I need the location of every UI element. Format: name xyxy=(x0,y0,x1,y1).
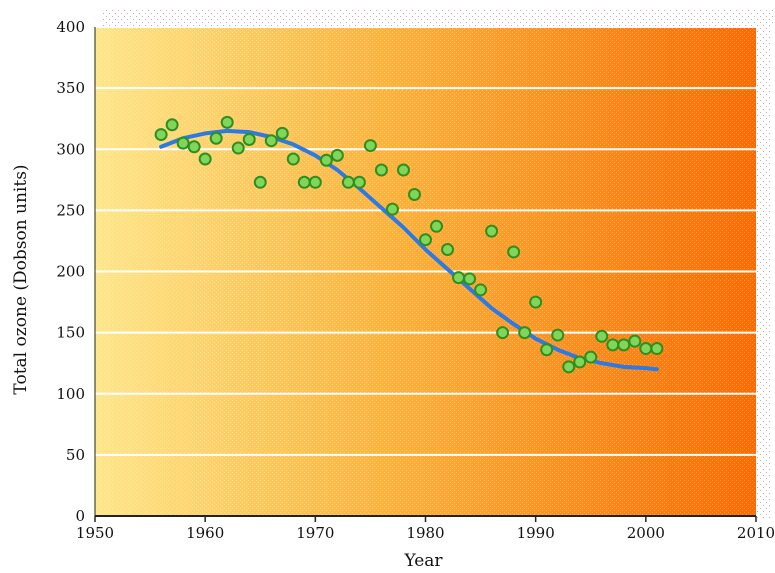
y-tick-label: 200 xyxy=(56,263,85,281)
data-point xyxy=(496,326,510,340)
data-point xyxy=(275,126,289,140)
data-point xyxy=(562,360,576,374)
data-point xyxy=(231,141,245,155)
gridlines xyxy=(95,26,756,456)
frame-right-edge xyxy=(756,10,772,518)
data-point xyxy=(639,342,653,356)
data-point xyxy=(628,334,642,348)
frame-top-edge xyxy=(103,10,773,27)
data-point xyxy=(352,175,366,189)
data-point xyxy=(187,140,201,154)
data-point xyxy=(220,115,234,129)
data-point xyxy=(374,163,388,177)
x-tick-label: 1980 xyxy=(406,524,444,542)
data-point xyxy=(286,152,300,166)
data-points xyxy=(154,115,664,374)
data-point xyxy=(452,271,466,285)
data-point xyxy=(551,328,565,342)
data-point xyxy=(518,326,532,340)
y-tick-label: 400 xyxy=(56,18,85,36)
y-tick-label: 0 xyxy=(75,507,85,525)
data-point xyxy=(507,245,521,259)
data-point xyxy=(396,163,410,177)
x-tick-label: 1970 xyxy=(296,524,334,542)
x-tick-labels: 1950 1960 1970 1980 1990 2000 2010 xyxy=(76,524,775,542)
data-point xyxy=(242,132,256,146)
data-point xyxy=(165,118,179,132)
x-tick-label: 1950 xyxy=(76,524,114,542)
data-point xyxy=(154,128,168,142)
data-point xyxy=(176,136,190,150)
data-point xyxy=(297,175,311,189)
data-point xyxy=(540,343,554,357)
x-axis-title: Year xyxy=(403,551,443,571)
data-point xyxy=(595,329,609,343)
data-point xyxy=(363,139,377,153)
x-tick-label: 1960 xyxy=(186,524,224,542)
data-point xyxy=(319,153,333,167)
x-tick-label: 2000 xyxy=(627,524,665,542)
data-point xyxy=(529,295,543,309)
data-point xyxy=(253,175,267,189)
data-point xyxy=(330,148,344,162)
data-point xyxy=(650,342,664,356)
data-point xyxy=(485,224,499,238)
y-tick-label: 350 xyxy=(56,79,85,97)
data-point xyxy=(573,355,587,369)
x-tick-label: 2010 xyxy=(737,524,775,542)
data-point xyxy=(385,202,399,216)
data-point xyxy=(474,283,488,297)
data-point xyxy=(606,338,620,352)
data-point xyxy=(463,272,477,286)
axes xyxy=(94,27,757,522)
data-point xyxy=(198,152,212,166)
y-tick-label: 100 xyxy=(56,385,85,403)
y-axis-title: Total ozone (Dobson units) xyxy=(11,164,31,394)
data-point xyxy=(430,219,444,233)
data-point xyxy=(209,131,223,145)
data-point xyxy=(584,350,598,364)
data-point xyxy=(407,187,421,201)
data-point xyxy=(419,233,432,247)
y-tick-label: 250 xyxy=(56,201,85,219)
data-point xyxy=(264,134,278,148)
data-point xyxy=(308,175,322,189)
data-point xyxy=(617,338,631,352)
data-point xyxy=(341,175,355,189)
y-tick-label: 300 xyxy=(56,140,85,158)
y-tick-label: 150 xyxy=(56,324,85,342)
data-point xyxy=(441,242,455,256)
y-tick-label: 50 xyxy=(66,446,85,464)
y-tick-labels: 0 50 100 150 200 250 300 350 400 xyxy=(56,18,85,525)
x-tick-label: 1990 xyxy=(517,524,555,542)
